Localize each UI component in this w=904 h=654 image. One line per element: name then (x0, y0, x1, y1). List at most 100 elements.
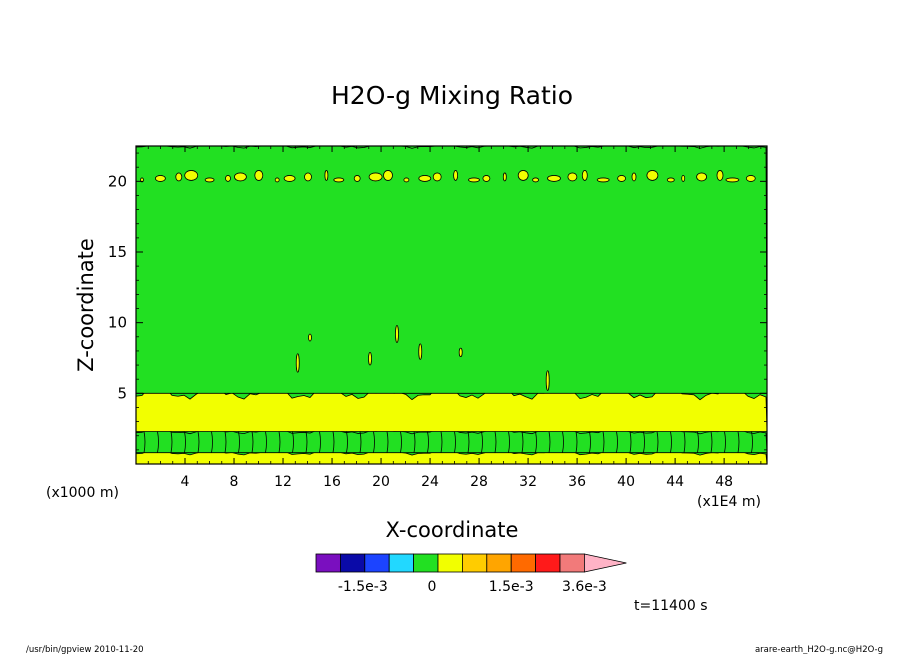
contour-patch (403, 177, 410, 183)
contour-band (135, 145, 768, 394)
colorbar-swatch (510, 553, 537, 573)
contour-cell-edge (548, 431, 551, 453)
colorbar-tick-label: 0 (428, 579, 437, 595)
contour-patch (368, 172, 383, 182)
contour-patch (254, 170, 264, 181)
contour-patch (225, 175, 231, 182)
colorbar-swatch (315, 553, 341, 573)
contour-plume (308, 333, 312, 342)
y-axis-label: Z-coordinate (74, 238, 98, 372)
contour-patch (716, 170, 724, 181)
contour-patch (453, 170, 459, 181)
contour-cell-edge (143, 431, 146, 453)
colorbar-swatch (535, 553, 561, 573)
x-tick-label: 28 (470, 474, 488, 490)
contour-patch (184, 170, 199, 181)
contour-cell-edge (656, 431, 659, 453)
contour-patch (154, 175, 166, 182)
contour-patches (140, 170, 756, 453)
contour-cell-edge (683, 431, 686, 453)
contour-cell-edge (454, 431, 456, 453)
contour-cell-edge (737, 431, 740, 453)
contour-cell-edge (278, 431, 281, 453)
y-tick-label: 20 (108, 172, 127, 190)
contour-patch (617, 175, 626, 182)
contour-patch (567, 172, 578, 182)
contour-cell-edge (440, 431, 443, 453)
contour-plume (295, 353, 300, 373)
contour-patch (596, 177, 610, 183)
contour-cell-edge (400, 431, 402, 453)
contour-plume (368, 351, 372, 366)
contour-cell-edge (413, 431, 416, 453)
contour-cell-edge (670, 431, 672, 453)
contour-patch (646, 170, 659, 181)
contour-patch (631, 172, 637, 182)
plot-frame (135, 145, 768, 465)
contour-cell-edge (305, 431, 308, 453)
x-axis-label: X-coordinate (386, 518, 519, 542)
contour-cell-edge (292, 431, 294, 453)
contour-cell-edge (562, 431, 564, 453)
contour-cell-edge (589, 431, 591, 453)
contour-cell-edge (386, 431, 389, 453)
contour-cell-edge (710, 431, 713, 453)
contour-cell-edge (373, 431, 375, 453)
contour-cell-edge (508, 431, 510, 453)
contour-patch (383, 170, 393, 181)
contour-cell-edge (616, 431, 618, 453)
y-axis: 5 10 15 20 (108, 152, 767, 451)
x-unit-right: (x1E4 m) (697, 494, 761, 510)
footer-left: /usr/bin/gpview 2010-11-20 (26, 645, 144, 654)
contour-bands (135, 145, 768, 465)
x-axis: 4 8 12 16 20 24 28 32 36 40 44 48 (147, 146, 762, 490)
contour-cell-edge (724, 431, 726, 453)
contour-patch (304, 172, 312, 182)
contour-patch (666, 177, 675, 183)
contour-cell-edge (575, 431, 578, 453)
x-tick-label: 4 (181, 474, 190, 490)
contour-cell-edge (332, 431, 335, 453)
contour-plume (395, 325, 399, 343)
colorbar-swatch (364, 553, 390, 573)
contour-plume (458, 347, 463, 357)
x-tick-label: 32 (519, 474, 537, 490)
colorbar-swatch (437, 553, 463, 573)
contour-patch (353, 175, 361, 182)
colorbar-swatch (486, 553, 512, 573)
colorbar-arrow (584, 553, 627, 573)
x-tick-label: 36 (568, 474, 586, 490)
contour-patch (418, 175, 432, 182)
contour-cell-edge (265, 431, 267, 453)
contour-cell-edge (170, 431, 173, 453)
contour-cell-edge (184, 431, 186, 453)
contour-patch (274, 177, 280, 183)
colorbar-labels: -1.5e-3 0 1.5e-3 3.6e-3 (338, 579, 607, 595)
contour-cell-edge (238, 431, 240, 453)
contour-cell-edge (697, 431, 699, 453)
colorbar-swatch (388, 553, 415, 573)
contour-patch (283, 175, 296, 182)
contour-patch (204, 177, 215, 183)
x-tick-label: 8 (230, 474, 239, 490)
colorbar-swatch (461, 553, 488, 573)
x-tick-label: 40 (617, 474, 635, 490)
contour-cell-edge (346, 431, 348, 453)
x-tick-label: 20 (372, 474, 390, 490)
colorbar (315, 553, 627, 573)
x-tick-label: 48 (715, 474, 733, 490)
contour-patch (696, 172, 707, 182)
chart-title: H2O-g Mixing Ratio (331, 81, 573, 110)
x-tick-label: 16 (323, 474, 341, 490)
contour-patch (502, 172, 507, 182)
contour-patch (532, 177, 539, 183)
contour-patch (581, 170, 588, 181)
colorbar-tick-label: -1.5e-3 (338, 579, 388, 595)
contour-cell-edge (643, 431, 645, 453)
colorbar-swatch (559, 553, 585, 573)
contour-cell-edge (427, 431, 429, 453)
contour-cell-edge (494, 431, 497, 453)
contour-patch (324, 170, 329, 181)
contour-band (135, 428, 768, 454)
